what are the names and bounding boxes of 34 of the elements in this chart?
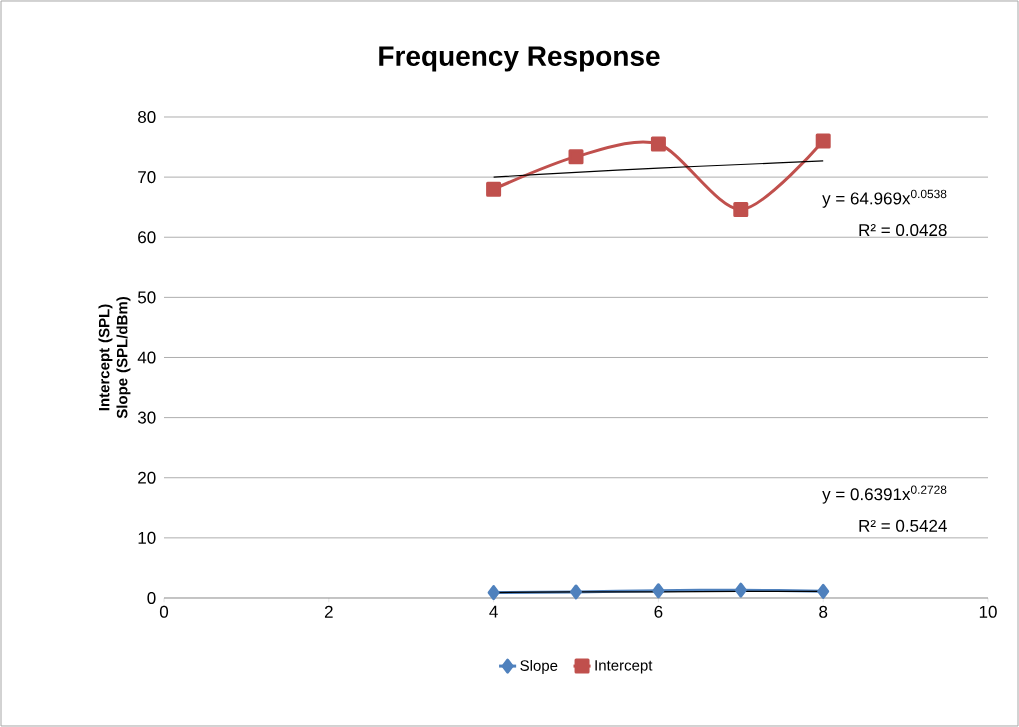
x-tick-label: 4 [489,605,498,618]
x-tick-label: 10 [979,605,997,618]
legend-label: Slope [520,659,558,674]
x-tick-label: 2 [324,605,333,618]
x-tick-label: 0 [159,605,169,618]
y-tick-label: 80 [138,110,156,124]
y-tick-label: 30 [137,411,156,424]
annotation: y = 0.6391x$^{0.2728}$ [822,485,947,504]
point [734,582,747,598]
point [570,584,583,600]
line-series [493,160,824,178]
annotation: R² = 0.0428 [859,224,947,237]
point [817,583,830,599]
chart-title: Frequency Response [379,46,660,72]
y-tick-label: 40 [137,351,156,364]
y-tick-label: 20 [138,471,156,484]
x-tick-label: 8 [819,605,828,618]
y-tick-label: 10 [138,531,156,544]
point [650,136,666,152]
y-tick-label: 0 [147,591,156,605]
legend-label: Intercept [595,660,653,674]
point [652,583,665,599]
annotation: y = 64.969x$^{0.0538}$ [822,189,947,208]
point [487,585,500,601]
y-tick-label: 60 [138,231,156,244]
point [733,202,749,218]
point [815,133,831,149]
point [486,181,502,197]
y-tick-label: 70 [138,171,156,184]
y-tick-label: 50 [137,291,156,304]
point [568,149,584,165]
annotation: R² = 0.5424 [859,519,947,532]
x-tick-label: 6 [654,605,663,618]
y-axis-title: Intercept (SPL) Slope (SPL/dBm) [98,296,131,419]
